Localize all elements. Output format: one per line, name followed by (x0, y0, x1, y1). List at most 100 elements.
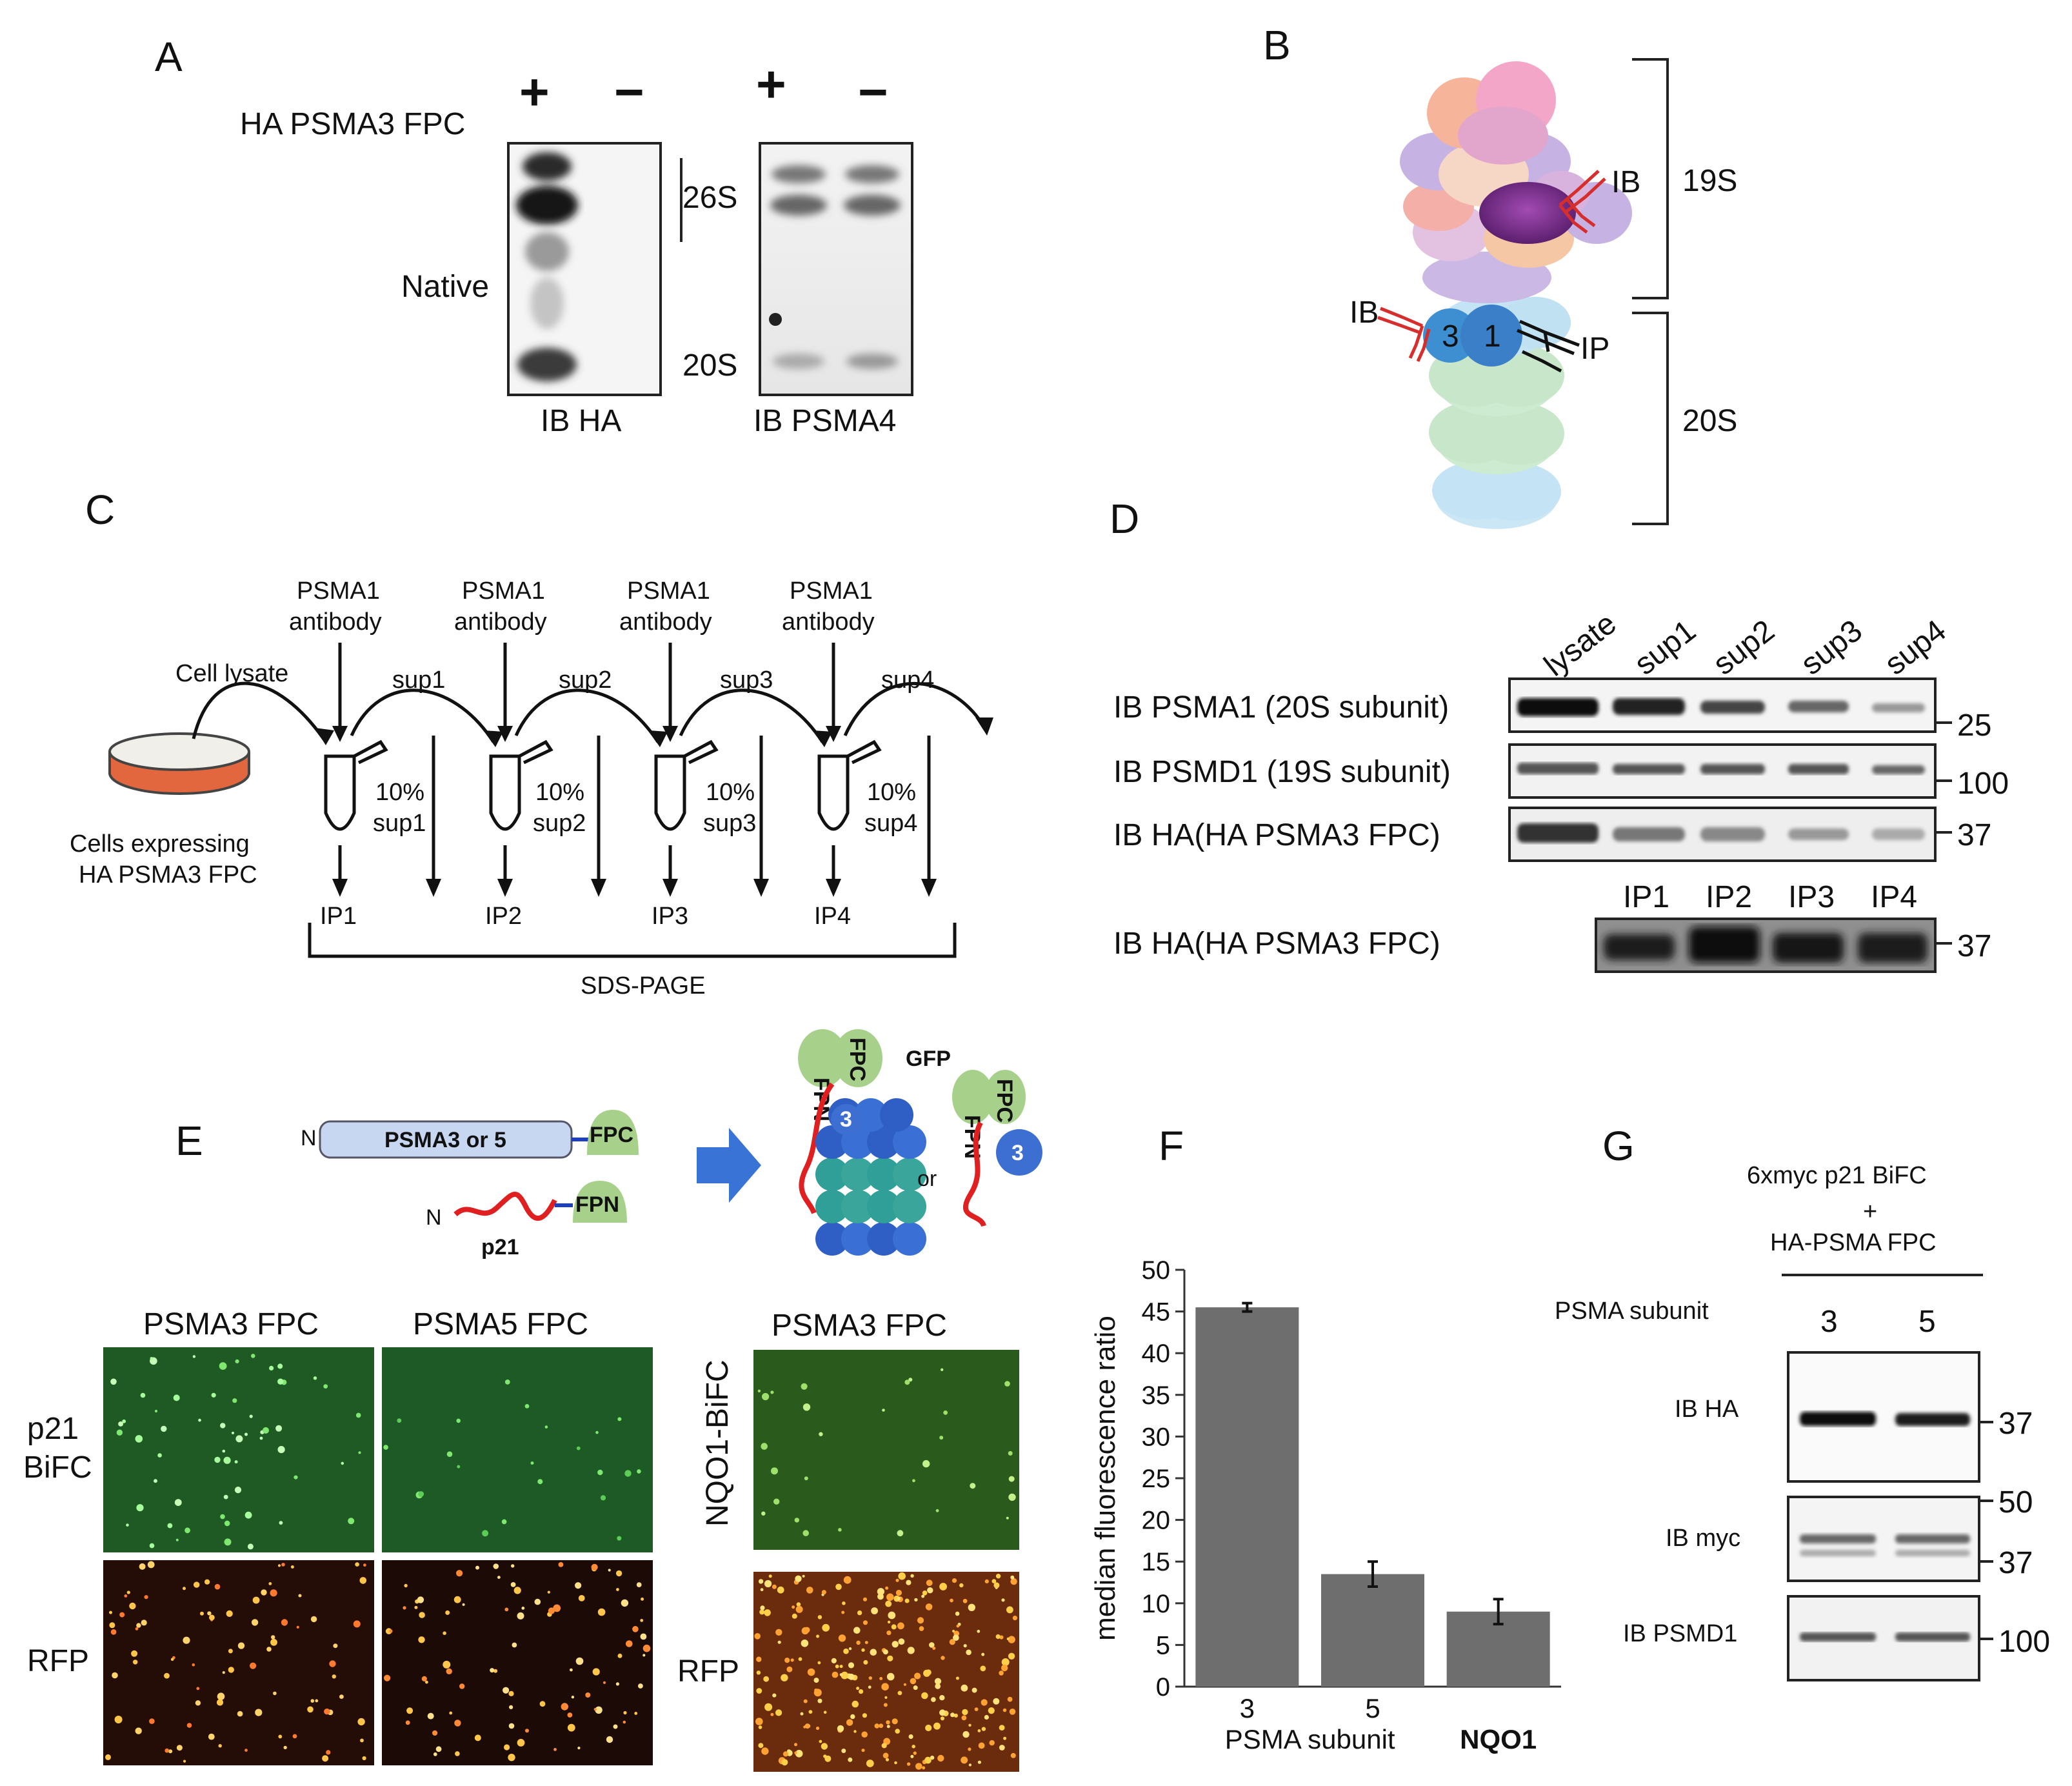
cell-dot (926, 1580, 933, 1587)
cell-dot (332, 1674, 336, 1679)
cell-dot (214, 1456, 221, 1463)
marker-g-100: 100 (1998, 1625, 2050, 1659)
cell-dot (419, 1612, 425, 1618)
x-tick-label: NQO1 (1460, 1724, 1537, 1754)
bands-g-ha (1800, 1412, 1970, 1426)
cell-dot (932, 1647, 936, 1650)
cell-dot (816, 1634, 819, 1638)
cell-dot (777, 1640, 781, 1644)
cell-dot (508, 1723, 515, 1729)
cell-dot (892, 1718, 898, 1725)
cell-dot (222, 1449, 226, 1453)
cell-dot (141, 1620, 147, 1626)
cell-dot (119, 1612, 125, 1618)
cell-dot (404, 1583, 408, 1588)
fpn-label-3: FPN (960, 1115, 984, 1159)
cell-dot (235, 1435, 243, 1443)
cell-dot (784, 1658, 790, 1663)
blot-bands-psma4 (770, 165, 901, 369)
cell-dot (493, 1669, 498, 1673)
y-tick-label: 5 (1156, 1631, 1170, 1660)
plus-lane-1: + (519, 63, 550, 121)
cell-dot (807, 1668, 815, 1676)
cell-dot (135, 1435, 143, 1443)
cell-dot (764, 1580, 772, 1588)
cell-dot (290, 1565, 294, 1569)
cell-dot (831, 1658, 837, 1663)
cell-dot (310, 1699, 315, 1703)
cell-dot (414, 1605, 418, 1609)
cell-dot (866, 1760, 874, 1767)
cell-dot (853, 1627, 861, 1634)
cell-dot (244, 1749, 248, 1752)
cell-dot (508, 1754, 515, 1761)
cell-dot (228, 1649, 233, 1654)
cell-dot (848, 1757, 853, 1762)
cell-dot (846, 1719, 853, 1726)
cell-dot (886, 1672, 895, 1681)
cell-dot (977, 1629, 981, 1633)
cell-dot (795, 1605, 803, 1613)
cell-dot (781, 1759, 788, 1766)
cell-dot (802, 1530, 809, 1536)
cell-dot (794, 1743, 797, 1747)
cell-dot (217, 1692, 225, 1700)
cell-dot (906, 1580, 911, 1585)
cell-dot (140, 1392, 146, 1398)
cell-dot (817, 1615, 822, 1620)
cell-dot (196, 1687, 200, 1691)
cell-dot (1001, 1658, 1010, 1666)
cell-dot (643, 1644, 651, 1652)
cell-dot (861, 1648, 865, 1652)
y-tick-label: 20 (1142, 1507, 1171, 1535)
y-tick-label: 10 (1142, 1590, 1171, 1618)
cell-dot (224, 1520, 230, 1527)
cell-dot (871, 1607, 878, 1614)
cell-dot (261, 1589, 267, 1596)
bands-ha (1517, 823, 1925, 843)
cell-dot (756, 1688, 762, 1694)
ib-left-label: IB (1350, 296, 1379, 330)
cell-dot (886, 1720, 890, 1725)
antibody-1-line-1: PSMA1 (297, 577, 380, 605)
cell-dot (418, 1636, 425, 1643)
cell-dot (403, 1606, 406, 1610)
image-p21-psma5 (382, 1347, 653, 1552)
cell-dot (888, 1611, 896, 1620)
cell-dot (575, 1657, 584, 1665)
cell-dot (910, 1754, 914, 1758)
cell-dot (251, 1354, 255, 1358)
cell-dot (313, 1376, 317, 1380)
cell-dot (363, 1563, 366, 1567)
cell-dot (792, 1605, 795, 1609)
cell-dot (894, 1761, 897, 1765)
cell-dot (247, 1543, 254, 1550)
cell-dot (597, 1469, 603, 1476)
cell-dot (389, 1629, 393, 1633)
cell-dot (777, 1586, 784, 1594)
antibody-1-line-2: antibody (289, 608, 382, 636)
minus-lane-2: − (858, 63, 888, 121)
cell-dot (475, 1565, 479, 1570)
cell-dot (914, 1598, 918, 1602)
tubes (308, 643, 986, 958)
cell-dot (615, 1682, 620, 1686)
cell-dot (971, 1687, 977, 1693)
cell-dot (959, 1583, 964, 1588)
ip4-label: IP4 (814, 903, 851, 930)
gfp-label: GFP (906, 1047, 951, 1071)
cell-dot (786, 1666, 793, 1672)
cell-dot (993, 1698, 1000, 1705)
bar-5 (1321, 1574, 1424, 1687)
lane-lysate: lysate (1538, 607, 1622, 683)
cell-dot (266, 1647, 272, 1652)
cell-dot (895, 1729, 900, 1734)
pct-3: 10% (706, 779, 755, 806)
panel-b: B (1263, 22, 1737, 529)
cell-dot (1002, 1708, 1007, 1712)
cell-dot (200, 1611, 204, 1616)
cell-dot (446, 1668, 452, 1674)
cell-dot (850, 1714, 855, 1720)
bands-psma1 (1517, 698, 1925, 716)
cell-dot (623, 1720, 626, 1724)
